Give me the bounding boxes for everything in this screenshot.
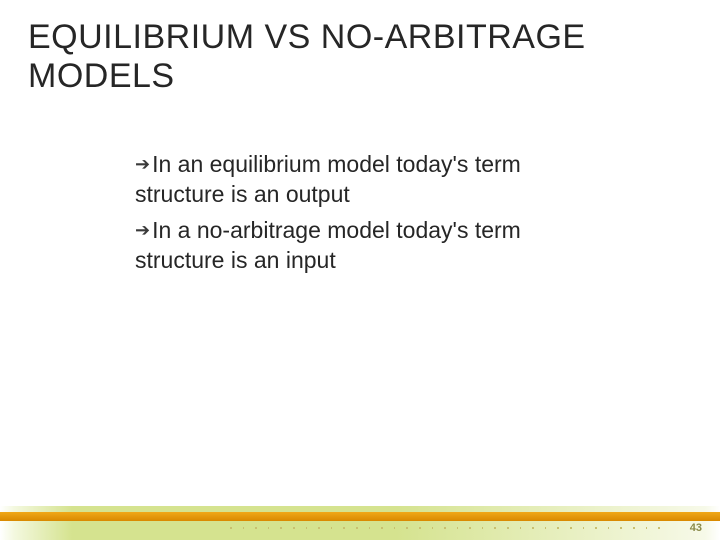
arrow-icon: ➔	[135, 153, 150, 176]
slide-title: EQUILIBRIUM VS NO-ARBITRAGE MODELS	[28, 18, 692, 96]
arrow-icon: ➔	[135, 219, 150, 242]
bullet-item: ➔In an equilibrium model today's term st…	[135, 150, 570, 210]
content-area: ➔In an equilibrium model today's term st…	[135, 150, 570, 282]
bullet-text: In a no-arbitrage model today's term str…	[135, 217, 521, 273]
footer-stripe	[0, 512, 720, 521]
bullet-item: ➔In a no-arbitrage model today's term st…	[135, 216, 570, 276]
bullet-text: In an equilibrium model today's term str…	[135, 151, 521, 207]
page-number: 43	[690, 522, 702, 534]
footer: 43	[0, 506, 720, 540]
slide: EQUILIBRIUM VS NO-ARBITRAGE MODELS ➔In a…	[0, 0, 720, 540]
footer-dots	[230, 527, 660, 533]
